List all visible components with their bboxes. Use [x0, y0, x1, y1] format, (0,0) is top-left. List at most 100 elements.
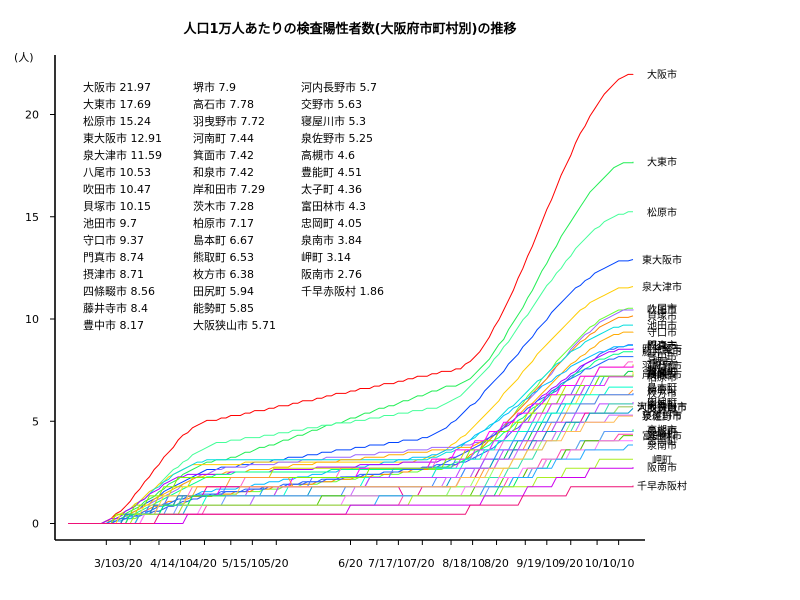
- series-end-label: 四條畷市: [642, 342, 682, 355]
- x-tick-label: 6/20: [338, 557, 363, 570]
- legend-entry: 千早赤阪村 1.86: [301, 284, 384, 298]
- series-line: [68, 386, 633, 524]
- legend-entry: 泉佐野市 5.25: [301, 131, 373, 145]
- series-end-label: 茨木市: [647, 369, 677, 382]
- legend-entry: 門真市 8.74: [83, 250, 144, 264]
- series-end-label: 守口市: [647, 326, 677, 339]
- y-axis-label: (人): [14, 51, 34, 64]
- series-end-label: 能勢町: [647, 398, 677, 411]
- chart-title: 人口1万人あたりの検査陽性者数(大阪府市町村別)の推移: [184, 21, 517, 37]
- legend-entry: 寝屋川市 5.3: [301, 114, 366, 128]
- x-tick-label: 3/10: [94, 557, 119, 570]
- legend-entry: 松原市 15.24: [83, 114, 151, 128]
- series-end-label: 島本町: [647, 381, 677, 394]
- legend-entry: 箕面市 7.42: [193, 148, 254, 162]
- series-end-label: 豊能町: [647, 425, 677, 438]
- series-line: [68, 73, 634, 524]
- legend-entry: 熊取町 6.53: [193, 250, 254, 264]
- x-tick-label: 9/10: [534, 557, 559, 570]
- legend-entry: 島本町 6.67: [193, 233, 254, 247]
- x-tick-label: 7/10: [386, 557, 411, 570]
- series-end-label: 箕面市: [647, 366, 677, 379]
- x-tick-label: 10/1: [585, 557, 610, 570]
- series-line: [68, 356, 634, 524]
- x-tick-label: 4/10: [168, 557, 193, 570]
- series-end-label: 千早赤阪村: [637, 479, 687, 492]
- y-tick-label: 5: [32, 415, 39, 428]
- series-end-label: 泉佐野市: [642, 410, 682, 423]
- legend-entry: 河内長野市 5.7: [301, 80, 377, 94]
- y-tick-label: 0: [32, 518, 39, 531]
- series-line: [68, 324, 633, 524]
- series-line: [68, 331, 634, 524]
- series-end-label: 田尻町: [647, 397, 677, 409]
- series-end-label: 富田林市: [642, 430, 682, 443]
- x-tick-label: 7/1: [368, 557, 386, 570]
- x-tick-label: 9/1: [516, 557, 534, 570]
- x-tick-label: 10/10: [603, 557, 635, 570]
- series-end-label: 寝屋川市: [642, 409, 682, 422]
- legend-entry: 岬町 3.14: [301, 251, 351, 264]
- series-end-label: 柏原市: [647, 371, 677, 384]
- series-end-label: 阪南市: [647, 461, 677, 474]
- x-tick-label: 4/20: [192, 557, 217, 570]
- y-tick-label: 15: [25, 211, 39, 224]
- y-tick-label: 10: [25, 313, 39, 326]
- legend-entry: 大阪狭山市 5.71: [193, 318, 276, 332]
- legend-entry: 八尾市 10.53: [83, 165, 151, 179]
- series-line: [68, 364, 634, 524]
- series-end-label: 池田市: [647, 319, 677, 332]
- legend-entry: 交野市 5.63: [301, 97, 362, 111]
- series-end-label: 河内長野市: [637, 401, 687, 414]
- legend-entry: 豊中市 8.17: [83, 318, 144, 332]
- x-tick-label: 5/10: [240, 557, 265, 570]
- x-tick-label: 8/10: [460, 557, 485, 570]
- series-line: [68, 440, 633, 524]
- legend-entry: 藤井寺市 8.4: [83, 301, 148, 315]
- series-end-label: 太子町: [647, 428, 677, 441]
- series-end-label: 摂津市: [647, 339, 677, 352]
- series-end-label: 交野市: [647, 402, 677, 415]
- series-line: [68, 393, 634, 524]
- series-end-label: 和泉市: [647, 366, 677, 379]
- series-end-label: 高石市: [647, 358, 677, 371]
- legend-entry: 高槻市 4.6: [301, 148, 355, 162]
- legend-entry: 岸和田市 7.29: [193, 182, 265, 196]
- series-line: [68, 309, 634, 524]
- series-line: [68, 259, 634, 524]
- series-line: [68, 485, 634, 524]
- x-tick-label: 8/20: [484, 557, 509, 570]
- legend-entry: 貝塚市 10.15: [83, 199, 151, 213]
- legend-entry: 富田林市 4.3: [301, 199, 366, 213]
- series-line: [68, 211, 633, 524]
- series-end-label: 門真市: [647, 339, 677, 352]
- series-line: [68, 374, 634, 524]
- legend-entry: 阪南市 2.76: [301, 267, 362, 281]
- legend-entry: 太子町 4.36: [301, 183, 362, 196]
- series-end-label: 貝塚市: [647, 310, 677, 323]
- axes: 0 5 10 15 20 3/10 3/20 4/1 4/10 4/20 5/1 5/10 5/20 6/…: [25, 55, 645, 570]
- legend-entry: 吹田市 10.47: [83, 182, 151, 196]
- legend-entry: 守口市 9.37: [83, 233, 144, 247]
- legend-entry: 河南町 7.44: [193, 132, 254, 145]
- series-end-label: 豊中市: [647, 350, 677, 363]
- series-end-label: 吹田市: [647, 303, 677, 316]
- legend-entry: 和泉市 7.42: [193, 165, 254, 179]
- x-tick-label: 5/20: [264, 557, 289, 570]
- legend-entry: 池田市 9.7: [83, 216, 137, 230]
- series-end-label: 八尾市: [647, 302, 677, 315]
- series-end-label: 岸和田市: [642, 368, 682, 381]
- legend-entry: 豊能町 4.51: [301, 165, 362, 179]
- legend-entry: 東大阪市 12.91: [83, 131, 162, 145]
- series-end-label: 大東市: [647, 156, 677, 169]
- legend-entry: 羽曳野市 7.72: [193, 114, 265, 128]
- legend-entry: 田尻町 5.94: [193, 285, 254, 298]
- series-end-label: 堺市: [652, 356, 672, 369]
- x-tick-label: 9/20: [558, 557, 583, 570]
- legend-entry: 泉大津市 11.59: [83, 148, 162, 162]
- legend: 大阪市 21.97 大東市 17.69 松原市 15.24 東大阪市 12.91 泉大津…: [83, 80, 384, 332]
- legend-entry: 堺市 7.9: [193, 80, 236, 94]
- series-end-label: 泉大津市: [642, 280, 682, 293]
- series-line: [68, 348, 634, 524]
